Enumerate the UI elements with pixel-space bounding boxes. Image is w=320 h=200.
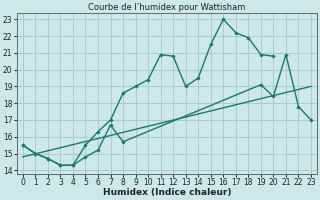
X-axis label: Humidex (Indice chaleur): Humidex (Indice chaleur)	[103, 188, 231, 197]
Title: Courbe de l’humidex pour Wattisham: Courbe de l’humidex pour Wattisham	[88, 3, 245, 12]
